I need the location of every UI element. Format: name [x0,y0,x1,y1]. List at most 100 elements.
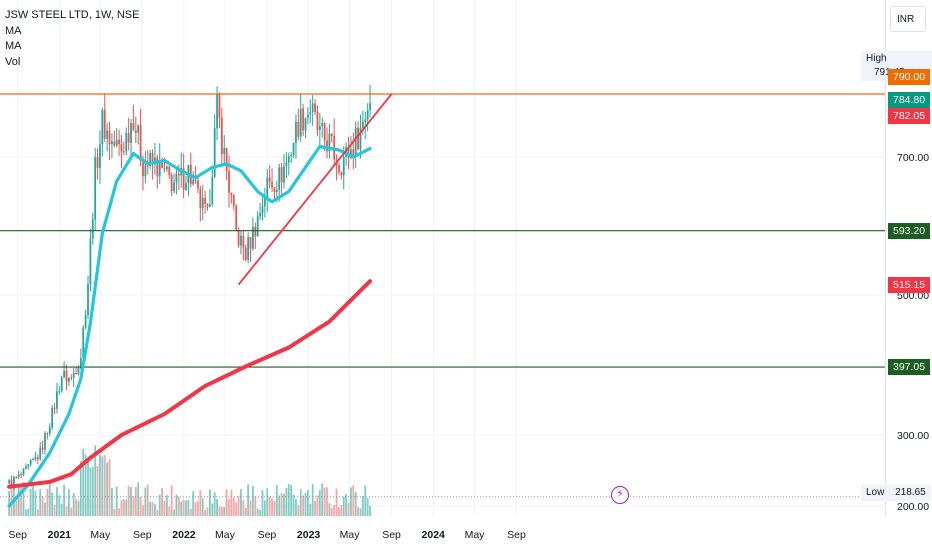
candle-body [209,204,211,207]
candle-body [41,447,44,450]
volume-bar [156,509,159,516]
candle-body [108,130,111,145]
candle-body [118,139,120,145]
candle-body [142,160,144,177]
candle-body [230,192,233,196]
candle-body [53,407,56,409]
price-axis: 700.00 500.00 300.00 200.00 [897,152,929,513]
price-tick-label: 200.00 [897,501,929,513]
candle-body [94,157,97,220]
candle-body [347,147,350,158]
candle-body [352,149,355,157]
volume-bar [163,500,166,516]
candle-body [275,189,278,192]
candle-body [177,173,180,176]
time-tick-label: 2024 [422,529,446,541]
volume-bar [357,506,359,516]
candle-body [342,156,345,176]
candle-body [266,177,269,199]
volume-bar [361,496,364,516]
volume-bar [206,507,209,516]
volume-bar [330,507,333,516]
candle-body [321,122,324,127]
volume-bar [10,484,13,516]
volume-bar [180,501,183,516]
candle-body [132,123,135,131]
volume-bar [350,487,352,516]
volume-bar [24,509,27,516]
volume-bar [369,505,371,516]
time-tick-label: 2021 [48,529,72,541]
time-tick-label: May [340,529,361,541]
time-tick-label: 2022 [172,529,196,541]
candle-body [211,176,214,205]
volume-bar [15,500,18,516]
lightning-icon[interactable]: ⚡ [611,486,629,504]
price-tick-label: 500.00 [897,290,929,302]
candle-body [175,173,178,183]
candle-body [34,457,37,460]
candle-body [39,447,42,460]
volume-bar [199,490,202,516]
ma-legend-1[interactable]: MA [5,24,22,37]
volume-bar [51,492,54,516]
candle-body [20,474,22,476]
volume-bar [347,502,350,516]
candle-body [60,377,63,392]
candle-body [24,466,27,470]
volume-bar [96,465,99,516]
volume-bar [263,500,266,516]
candle-body [72,373,75,378]
volume-bar [230,489,233,516]
volume-bar [213,492,216,516]
volume-bar [56,487,58,516]
volume-bar [316,495,319,516]
candle-body [89,238,92,285]
candle-body [79,358,82,369]
ma-fast-line [7,144,372,508]
volume-bar [125,499,128,516]
volume-bar [259,509,261,516]
candle-body [354,127,357,157]
candle-body [302,108,305,131]
candle-body [101,109,104,145]
candle-body [134,130,137,133]
candle-body [252,226,254,249]
candle-body [361,121,364,128]
candle-body [271,181,273,188]
candle-body [149,153,152,166]
symbol-title[interactable]: JSW STEEL LTD, 1W, NSE [5,9,140,21]
candle-body [247,237,250,260]
candle-body [13,477,15,486]
candle-body [84,314,87,328]
volume-bar [44,502,46,516]
price-tag: 515.15 [888,276,931,293]
volume-bar [273,501,276,516]
candle-body [158,160,161,177]
candle-body [58,391,61,393]
candle-body [185,183,187,190]
vol-legend[interactable]: Vol [5,55,21,68]
volume-bar [194,502,197,516]
volume-bar [275,484,278,516]
currency-button[interactable]: INR [890,6,926,32]
candle-body [330,133,333,136]
volume-bar [340,504,343,516]
volume-bar [99,455,101,516]
low-label-text: Low [866,487,885,498]
candle-body [115,139,118,146]
candle-body [357,127,359,150]
candle-body [8,480,11,484]
candle-body [366,110,369,120]
volume-bar [297,504,300,516]
candle-body [273,187,276,192]
ma-legend-2[interactable]: MA [5,40,22,52]
candle-body [70,377,73,379]
volume-bar [134,487,137,516]
volume-bar [321,483,324,516]
candle-body [242,235,245,248]
volume-bar [22,482,25,516]
volume-bar [204,509,207,516]
candle-body [27,464,30,467]
